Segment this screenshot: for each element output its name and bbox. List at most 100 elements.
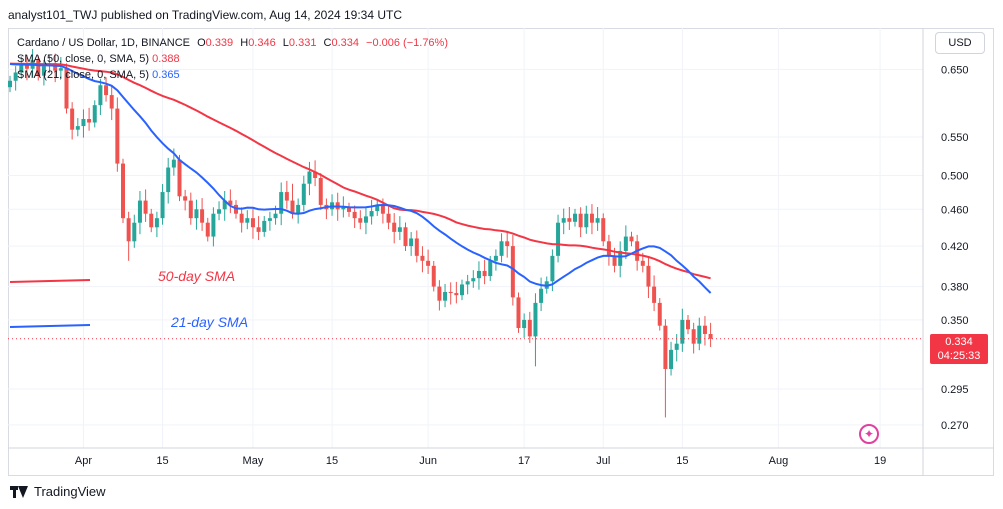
candle-body: [589, 213, 594, 223]
candle-body: [149, 213, 154, 228]
current-price-value: 0.334: [945, 336, 973, 348]
candle-body: [499, 241, 504, 256]
candle-body: [380, 204, 385, 214]
candle-body: [363, 216, 368, 223]
footer-brand[interactable]: TradingView: [10, 484, 106, 499]
sma21-row[interactable]: SMA (21, close, 0, SMA, 5) 0.365: [17, 67, 448, 83]
candle-body: [352, 211, 357, 219]
candle-body: [482, 270, 487, 277]
candle-body: [115, 108, 120, 164]
candle-body: [691, 329, 696, 344]
candle-body: [64, 68, 69, 109]
candle-body: [652, 286, 657, 303]
x-tick-label: May: [243, 455, 264, 467]
candle-body: [160, 192, 165, 219]
sma21-value: 0.365: [152, 69, 180, 81]
candle-body: [171, 159, 176, 168]
candle-body: [126, 218, 131, 242]
fire-icon[interactable]: ✦: [859, 424, 879, 444]
candle-body: [573, 213, 577, 222]
sma50-row[interactable]: SMA (50, close, 0, SMA, 5) 0.388: [17, 51, 448, 67]
candle-body: [527, 319, 532, 337]
x-tick-label: 19: [874, 455, 886, 467]
candle-body: [595, 218, 600, 223]
candle-body: [680, 319, 685, 344]
candle-body: [476, 270, 481, 279]
x-tick-label: 15: [326, 455, 338, 467]
close-value: 0.334: [331, 37, 359, 49]
candle-body: [347, 207, 351, 212]
candle-body: [454, 293, 459, 296]
symbol-row: Cardano / US Dollar, 1D, BINANCE O0.339 …: [17, 37, 448, 49]
y-tick-label: 0.270: [941, 420, 969, 432]
candle-body: [307, 171, 312, 184]
sma50-label: SMA (50, close, 0, SMA, 5): [17, 53, 150, 65]
candle-body: [267, 218, 272, 221]
sma50-annotation-label: 50-day SMA: [158, 268, 235, 284]
currency-button[interactable]: USD: [935, 32, 985, 54]
candle-body: [273, 213, 278, 219]
candle-body: [640, 260, 645, 266]
candle-body: [239, 213, 244, 223]
symbol-label: Cardano / US Dollar, 1D, BINANCE: [17, 37, 191, 49]
candle-body: [19, 64, 24, 73]
candle-body: [663, 325, 668, 369]
candle-body: [578, 213, 583, 228]
y-tick-label: 0.295: [941, 384, 969, 396]
candle-body: [177, 159, 182, 197]
candle-body: [505, 241, 510, 247]
x-tick-label: Aug: [769, 455, 789, 467]
candle-body: [24, 64, 29, 69]
candle-body: [188, 200, 193, 219]
candle-body: [36, 60, 41, 76]
y-tick-label: 0.380: [941, 282, 969, 294]
candle-body: [414, 238, 419, 256]
candle-body: [392, 222, 397, 232]
candle-body: [674, 343, 679, 350]
candle-body: [58, 68, 63, 71]
chart-legend: Cardano / US Dollar, 1D, BINANCE O0.339 …: [17, 35, 448, 83]
candle-body: [437, 286, 442, 301]
y-tick-label: 0.550: [941, 132, 969, 144]
candle-body: [386, 213, 391, 223]
change-value: −0.006 (−1.76%): [366, 37, 448, 49]
candle-body: [510, 246, 515, 298]
bar-countdown: 04:25:33: [937, 350, 981, 362]
candle-body: [318, 177, 323, 205]
candle-body: [109, 95, 114, 109]
candle-body: [465, 281, 470, 285]
candle-body: [194, 209, 199, 219]
candle-body: [53, 63, 58, 71]
candle-body: [426, 260, 431, 266]
candle-body: [612, 255, 617, 266]
footer-brand-text: TradingView: [34, 484, 106, 499]
x-tick-label: Apr: [75, 455, 92, 467]
candle-body: [341, 207, 346, 210]
candle-body: [143, 200, 148, 214]
candle-body: [550, 255, 555, 282]
candle-body: [460, 284, 464, 296]
sma21-annotation-label: 21-day SMA: [170, 314, 248, 330]
candle-body: [397, 227, 402, 232]
candle-body: [183, 196, 188, 201]
candle-body: [284, 192, 289, 201]
candle-body: [522, 319, 527, 329]
candle-body: [702, 325, 707, 334]
x-tick-label: 15: [156, 455, 168, 467]
candle-body: [222, 200, 227, 210]
candle-body: [369, 211, 374, 217]
x-tick-label: Jun: [419, 455, 437, 467]
candle-body: [137, 200, 142, 223]
candle-body: [75, 126, 80, 130]
open-value: 0.339: [205, 37, 234, 49]
candle-body: [104, 85, 109, 96]
candle-body: [431, 265, 436, 287]
y-tick-label: 0.420: [941, 241, 969, 253]
candlestick-chart[interactable]: 0.650 0.550 0.500 0.460 0.420 0.380 0.350 0.295…: [8, 28, 994, 476]
candle-body: [584, 213, 589, 228]
candle-body: [623, 236, 628, 251]
low-value: 0.331: [288, 37, 317, 49]
high-value: 0.346: [248, 37, 276, 49]
y-tick-label: 0.350: [941, 315, 969, 327]
candle-body: [409, 238, 414, 247]
